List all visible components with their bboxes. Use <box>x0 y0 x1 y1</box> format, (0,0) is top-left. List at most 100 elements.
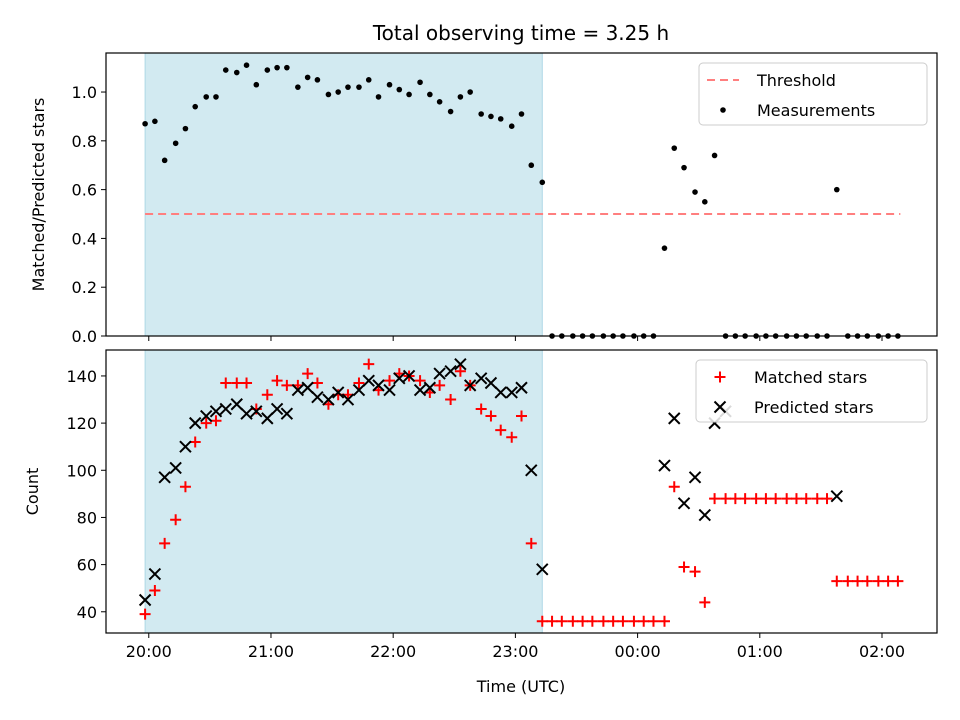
bottom-series1-point-15 <box>291 383 305 397</box>
top-series0-point-37 <box>518 111 525 117</box>
bottom-series0-point-55 <box>699 596 711 608</box>
top-series0-point-33 <box>478 111 484 117</box>
bottom-series0-point-62 <box>770 493 782 505</box>
bottom-series0-point-47 <box>617 615 629 627</box>
top-shaded-region <box>144 52 543 337</box>
bottom-series1-point-11 <box>250 405 263 418</box>
bottom-series1-point-25 <box>393 372 406 385</box>
bottom-series0-point-57 <box>720 493 732 505</box>
top-series0-point-52 <box>671 145 678 151</box>
bottom-legend-box <box>695 359 928 423</box>
top-series0-point-55 <box>702 199 708 205</box>
bottom-series0-point-16 <box>302 368 314 380</box>
bottom-series0-point-6 <box>200 417 212 429</box>
bottom-series1-point-1 <box>148 567 162 581</box>
top-series0-point-25 <box>396 86 403 93</box>
bottom-series1-point-39 <box>536 563 549 576</box>
bottom-legend-label-0: Matched stars <box>754 368 867 387</box>
top-series0-point-5 <box>192 103 199 110</box>
bottom-series0-point-34 <box>485 410 497 422</box>
bottom-legend: Matched stars Predicted stars <box>695 359 928 423</box>
bottom-series1-point-29 <box>433 367 446 380</box>
x-tick-label-3: 23:00 <box>492 642 538 661</box>
bottom-series0-point-33 <box>475 403 487 415</box>
bottom-series1-point-28 <box>423 381 437 394</box>
bottom-series0-point-43 <box>577 615 589 627</box>
bottom-series1-point-19 <box>331 386 345 399</box>
bottom-series0-point-4 <box>179 481 191 493</box>
bottom-series1-point-26 <box>402 369 416 383</box>
top-series0-point-27 <box>417 79 423 86</box>
top-series0-point-21 <box>356 84 362 90</box>
bottom-series1-point-16 <box>301 381 314 394</box>
bottom-series0-point-56 <box>709 493 721 505</box>
bottom-series0-point-2 <box>159 537 171 549</box>
bottom-shaded-region <box>144 349 543 634</box>
bottom-series1-point-23 <box>372 379 385 392</box>
top-series0-point-24 <box>386 81 393 88</box>
top-series0-point-4 <box>182 125 189 132</box>
top-series0-point-12 <box>264 67 271 73</box>
top-series0-point-54 <box>692 189 698 195</box>
bottom-series0-point-9 <box>231 377 243 389</box>
bottom-series1-point-42 <box>677 497 691 510</box>
bottom-series1-point-36 <box>505 386 518 399</box>
bottom-series0-point-37 <box>516 410 527 422</box>
top-series0-point-35 <box>497 116 504 122</box>
top-y-tick-label-0: 0.0 <box>72 327 97 346</box>
top-series0-point-7 <box>213 94 219 100</box>
bottom-series0-point-67 <box>821 493 833 505</box>
top-y-tick-label-1: 0.2 <box>72 278 97 297</box>
bottom-series1-point-10 <box>240 407 253 420</box>
top-series0-point-68 <box>833 186 840 193</box>
bottom-series0-point-61 <box>760 493 772 505</box>
bottom-series1-point-4 <box>179 440 192 453</box>
bottom-series0-point-38 <box>525 537 537 549</box>
top-legend: Threshold Measurements <box>698 62 928 126</box>
x-tick-label-2: 22:00 <box>370 642 416 661</box>
top-series0-point-56 <box>711 152 718 159</box>
top-y-tick-label-2: 0.4 <box>72 229 97 248</box>
bottom-series1-point-13 <box>270 402 284 416</box>
top-legend-box <box>698 62 928 126</box>
bottom-series1-point-43 <box>688 471 702 484</box>
top-series0-point-38 <box>528 162 535 169</box>
bottom-y-tick-label-0: 40 <box>77 603 97 622</box>
top-series0-point-2 <box>161 157 168 164</box>
bottom-series0-point-54 <box>689 566 701 578</box>
top-y-tick-label-4: 0.8 <box>72 132 97 151</box>
bottom-series1-point-38 <box>525 464 538 477</box>
bottom-series0-point-40 <box>546 615 558 627</box>
bottom-series0-point-65 <box>800 493 812 505</box>
x-tick-label-1: 21:00 <box>248 642 294 661</box>
top-series0-point-28 <box>427 91 433 98</box>
top-series0-point-39 <box>539 179 546 186</box>
bottom-series1-point-24 <box>383 383 396 397</box>
bottom-series0-point-64 <box>790 493 802 505</box>
bottom-series1-point-34 <box>484 376 498 390</box>
x-axis-label: Time (UTC) <box>476 677 565 696</box>
top-plot-frame <box>105 52 938 337</box>
top-y-tick-label-3: 0.6 <box>72 181 97 200</box>
bottom-series1-point-7 <box>209 405 223 418</box>
top-series0-point-34 <box>488 113 494 120</box>
top-series0-point-51 <box>661 245 668 251</box>
bottom-y-tick-label-1: 60 <box>77 556 97 575</box>
bottom-series1-point-21 <box>352 383 366 397</box>
bottom-series0-point-58 <box>729 493 741 505</box>
top-series0-point-10 <box>243 62 250 68</box>
x-tick-label-0: 20:00 <box>126 642 172 661</box>
bottom-series0-point-31 <box>454 365 466 377</box>
top-series0-point-14 <box>284 64 290 71</box>
bottom-series0-point-10 <box>241 377 253 389</box>
bottom-series1-point-17 <box>311 390 324 404</box>
bottom-series1-point-9 <box>230 398 243 411</box>
bottom-legend-handle-1 <box>713 400 727 414</box>
bottom-series0-point-44 <box>586 615 598 627</box>
bottom-series1-point-37 <box>515 381 528 394</box>
bottom-series0-point-50 <box>647 615 659 627</box>
top-series0-point-17 <box>314 77 321 83</box>
bottom-y-tick-label-2: 80 <box>77 508 97 527</box>
bottom-series1-point-14 <box>280 407 294 420</box>
bottom-series1-point-2 <box>158 471 171 484</box>
